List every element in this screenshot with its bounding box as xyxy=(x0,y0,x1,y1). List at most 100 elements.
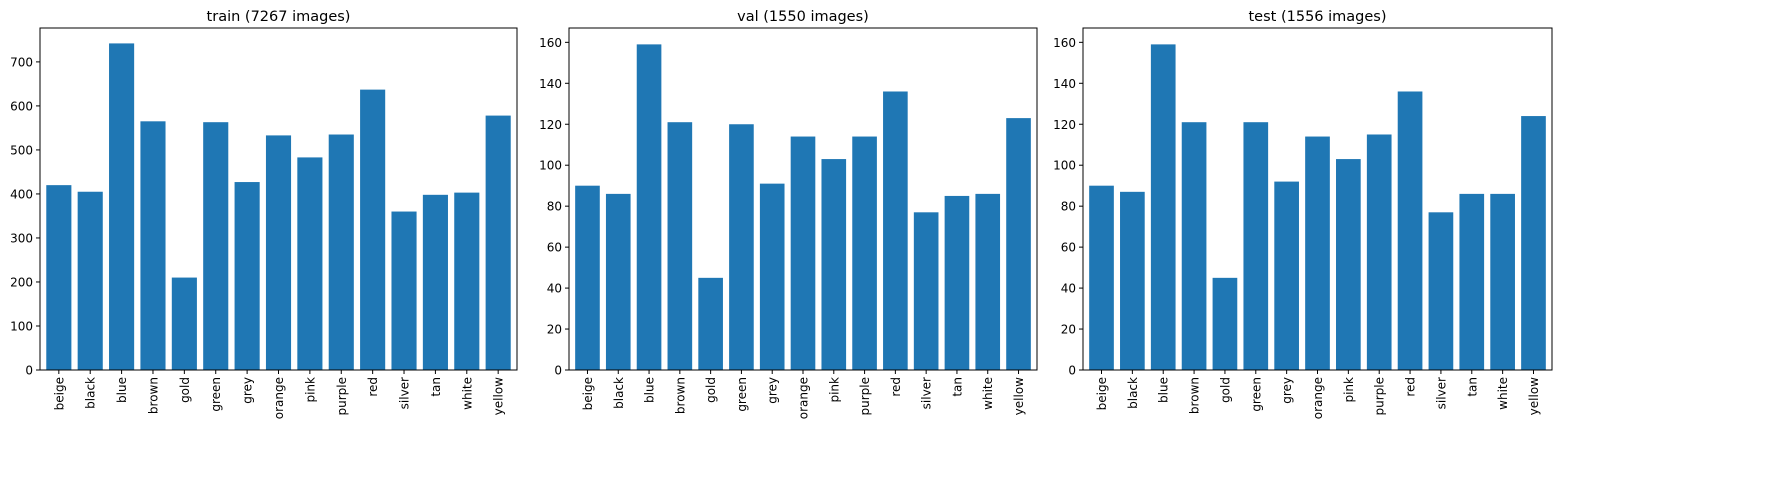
bar-white xyxy=(454,192,480,370)
bar-yellow xyxy=(1521,116,1546,370)
chart-title: val (1550 images) xyxy=(737,9,869,25)
bar-blue xyxy=(636,44,662,370)
bar-orange xyxy=(790,136,816,370)
y-tick-label: 80 xyxy=(1061,200,1076,214)
bar-brown xyxy=(140,121,166,370)
bar-blue xyxy=(109,43,135,370)
y-tick-label: 100 xyxy=(10,319,33,333)
x-tick-label: yellow xyxy=(1012,377,1026,415)
x-tick-label: black xyxy=(1126,377,1140,409)
x-tick-label: pink xyxy=(1342,377,1356,403)
bar-orange xyxy=(265,135,292,370)
y-tick-label: 0 xyxy=(554,364,562,378)
bar-tan xyxy=(944,195,970,370)
plot-frame xyxy=(1082,27,1553,371)
x-tick-label: pink xyxy=(303,377,317,403)
bar-gold xyxy=(171,277,197,370)
x-tick-label: gold xyxy=(178,377,192,403)
x-tick-label: gold xyxy=(704,377,718,403)
y-tick-label: 700 xyxy=(10,55,33,69)
bar-pink xyxy=(1336,159,1361,370)
bar-gold xyxy=(698,277,723,370)
bar-beige xyxy=(1089,185,1114,370)
x-tick-label: gold xyxy=(1218,377,1232,403)
bar-yellow xyxy=(485,115,511,370)
y-tick-label: 400 xyxy=(10,187,33,201)
bar-beige xyxy=(575,185,600,370)
x-tick-label: tan xyxy=(1465,377,1479,397)
bar-black xyxy=(1120,191,1145,370)
x-tick-label: black xyxy=(84,377,98,409)
x-tick-label: tan xyxy=(429,377,443,397)
y-tick-label: 120 xyxy=(1053,118,1076,132)
y-tick-label: 160 xyxy=(1053,36,1076,50)
bar-green xyxy=(729,124,754,370)
bar-grey xyxy=(1274,181,1299,370)
x-tick-label: beige xyxy=(52,377,66,410)
y-tick-label: 120 xyxy=(539,118,562,132)
bar-red xyxy=(1397,91,1423,371)
bar-pink xyxy=(821,159,847,370)
y-tick-label: 0 xyxy=(25,364,33,378)
x-tick-label: purple xyxy=(1373,377,1387,416)
x-tick-label: blue xyxy=(1157,377,1171,403)
x-tick-label: red xyxy=(366,377,380,397)
y-tick-label: 20 xyxy=(547,323,562,337)
x-tick-label: silver xyxy=(398,377,412,409)
x-tick-label: black xyxy=(612,377,626,409)
x-tick-label: white xyxy=(460,377,474,410)
x-tick-label: green xyxy=(209,377,223,412)
bar-purple xyxy=(328,134,354,370)
bar-beige xyxy=(46,185,72,370)
chart-panel-3: test (1556 images) 0 20 40 60 80 100 120 140 160 b… xyxy=(1053,9,1553,419)
x-tick-label: beige xyxy=(581,377,595,410)
y-tick-label: 500 xyxy=(10,143,33,157)
bar-blue xyxy=(1150,44,1176,370)
y-tick-label: 300 xyxy=(10,231,33,245)
x-tick-label: white xyxy=(981,377,995,410)
bar-pink xyxy=(297,157,323,370)
bar-white xyxy=(975,193,1001,370)
bar-yellow xyxy=(1006,118,1031,370)
x-tick-label: grey xyxy=(241,377,255,404)
bar-brown xyxy=(1181,122,1207,370)
bar-gold xyxy=(1212,277,1238,370)
bar-orange xyxy=(1305,136,1330,370)
x-tick-label: brown xyxy=(1188,377,1202,414)
x-tick-label: pink xyxy=(827,377,841,403)
x-tick-label: orange xyxy=(272,377,286,419)
x-tick-label: silver xyxy=(1434,377,1448,409)
y-tick-label: 100 xyxy=(539,159,562,173)
x-tick-label: red xyxy=(1404,377,1418,397)
chart-panel-2: val (1550 images) 0 20 40 60 80 100 120 140 160 be… xyxy=(539,9,1038,419)
x-tick-label: brown xyxy=(673,377,687,414)
bar-tan xyxy=(422,194,448,370)
x-tick-label: blue xyxy=(643,377,657,403)
x-tick-label: red xyxy=(889,377,903,397)
chart-title: train (7267 images) xyxy=(207,9,351,25)
x-tick-label: yellow xyxy=(1527,377,1541,415)
bar-brown xyxy=(667,122,693,370)
x-tick-label: blue xyxy=(115,377,129,403)
x-tick-label: orange xyxy=(797,377,811,419)
chart-title: test (1556 images) xyxy=(1249,9,1387,25)
bar-black xyxy=(77,191,103,370)
y-tick-label: 100 xyxy=(1053,159,1076,173)
bar-silver xyxy=(913,212,939,370)
x-tick-label: green xyxy=(735,377,749,412)
x-tick-label: grey xyxy=(766,377,780,404)
chart-panel-1: train (7267 images) 0 100 200 300 400 500 600 70… xyxy=(10,9,518,419)
y-tick-label: 60 xyxy=(547,241,562,255)
bar-grey xyxy=(759,183,785,370)
x-tick-label: white xyxy=(1496,377,1510,410)
x-tick-label: brown xyxy=(146,377,160,414)
y-tick-label: 140 xyxy=(1053,77,1076,91)
y-tick-label: 200 xyxy=(10,275,33,289)
y-tick-label: 40 xyxy=(1061,282,1076,296)
y-tick-label: 160 xyxy=(539,36,562,50)
x-tick-label: grey xyxy=(1280,377,1294,404)
bar-purple xyxy=(852,136,877,370)
y-tick-label: 140 xyxy=(539,77,562,91)
y-tick-label: 600 xyxy=(10,99,33,113)
